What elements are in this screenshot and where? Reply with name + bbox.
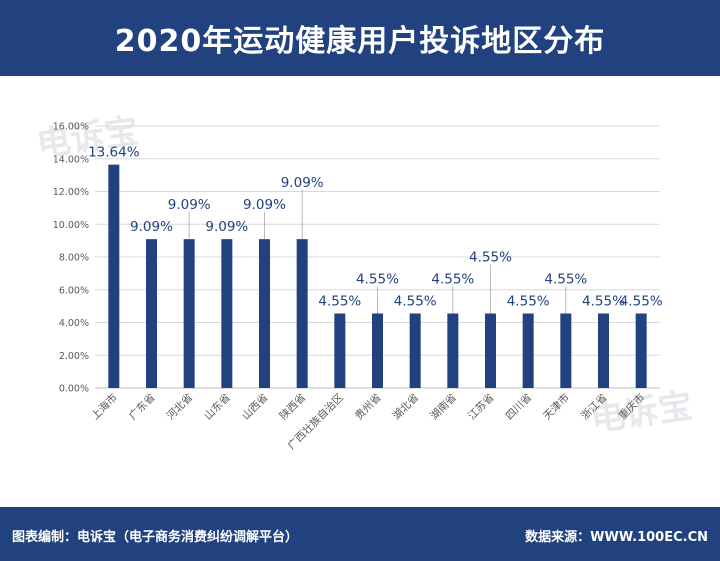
data-label: 4.55% <box>469 249 512 265</box>
y-tick-label: 12.00% <box>53 187 89 198</box>
data-label: 4.55% <box>356 271 399 287</box>
bar <box>560 313 572 388</box>
bar <box>635 313 647 388</box>
bar <box>485 313 496 388</box>
x-tick-label: 河北省 <box>164 391 195 422</box>
footer-source-right: 数据来源：WWW.100EC.CN <box>525 530 708 545</box>
data-label: 9.09% <box>130 219 173 235</box>
data-label: 9.09% <box>205 219 248 235</box>
bar <box>108 164 120 388</box>
x-tick-label: 湖北省 <box>390 391 421 422</box>
y-tick-label: 0.00% <box>59 384 89 395</box>
data-label: 4.55% <box>507 293 550 309</box>
bar <box>334 313 346 388</box>
bar <box>372 313 383 388</box>
y-tick-label: 14.00% <box>53 154 89 165</box>
bar <box>447 313 459 388</box>
x-tick-label: 浙江省 <box>578 391 609 422</box>
y-tick-label: 6.00% <box>59 285 89 296</box>
bar <box>296 239 308 388</box>
bar <box>409 313 421 388</box>
x-tick-label: 山东省 <box>201 391 232 422</box>
footer-source-left: 图表编制：电诉宝（电子商务消费纠纷调解平台） <box>12 530 299 545</box>
data-label: 9.09% <box>243 197 286 213</box>
data-label: 4.55% <box>394 293 437 309</box>
y-tick-label: 4.00% <box>59 318 89 329</box>
x-tick-label: 江苏省 <box>465 391 496 422</box>
y-tick-label: 2.00% <box>59 351 89 362</box>
footer-bar: 图表编制：电诉宝（电子商务消费纠纷调解平台） 数据来源：WWW.100EC.CN <box>0 507 720 561</box>
bar-chart: 0.00% 2.00% 4.00% 6.00% 8.00% 10.00% 12.00% 14.… <box>53 122 663 453</box>
data-label: 13.64% <box>88 145 140 161</box>
data-label: 4.55% <box>544 271 587 287</box>
chart-header: 2020年运动健康用户投诉地区分布 <box>0 0 720 76</box>
chart-title: 2020年运动健康用户投诉地区分布 <box>114 24 606 59</box>
x-tick-label: 四川省 <box>503 391 534 422</box>
bar <box>259 239 270 388</box>
x-tick-label: 上海市 <box>88 391 119 422</box>
data-label: 9.09% <box>168 197 211 213</box>
bar <box>183 239 195 388</box>
y-tick-label: 8.00% <box>59 253 89 264</box>
x-tick-label: 贵州省 <box>352 391 383 422</box>
x-tick-label: 天津市 <box>540 391 571 422</box>
x-tick-label: 湖南省 <box>427 391 458 422</box>
x-tick-label: 重庆市 <box>616 391 647 422</box>
bar <box>146 239 157 388</box>
y-tick-label: 10.00% <box>53 220 89 231</box>
data-label: 4.55% <box>318 293 361 309</box>
x-tick-label: 广东省 <box>126 391 157 422</box>
x-tick-label: 陕西省 <box>277 391 308 422</box>
data-label: 9.09% <box>281 175 324 191</box>
y-tick-label: 16.00% <box>53 122 89 133</box>
bar <box>598 313 609 388</box>
data-label: 4.55% <box>582 293 625 309</box>
data-label: 4.55% <box>620 293 663 309</box>
bar <box>522 313 534 388</box>
bar <box>221 239 233 388</box>
data-label: 4.55% <box>431 271 474 287</box>
chart-area: 0.00% 2.00% 4.00% 6.00% 8.00% 10.00% 12.00% 14.… <box>0 76 720 507</box>
x-tick-label: 山西省 <box>239 391 270 422</box>
